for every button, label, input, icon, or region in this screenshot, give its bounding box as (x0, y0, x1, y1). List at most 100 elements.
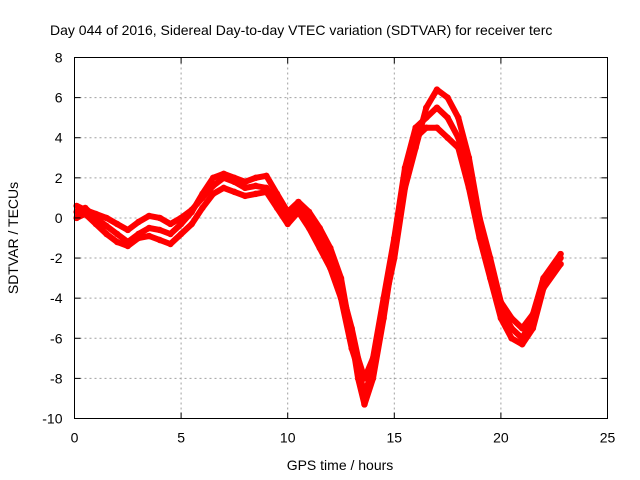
data-point (557, 250, 564, 258)
data-point (199, 190, 206, 198)
series-line-2 (73, 124, 564, 408)
data-point (241, 192, 249, 200)
data-point (92, 220, 100, 228)
data-point (497, 298, 505, 306)
data-point (557, 260, 564, 268)
data-point (199, 204, 206, 212)
y-tick-label: -6 (50, 330, 63, 346)
data-point (103, 222, 110, 230)
data-point (263, 188, 270, 196)
data-point (433, 124, 441, 131)
data-point (156, 214, 163, 222)
y-tick-label: 0 (55, 210, 63, 226)
data-point (465, 154, 473, 161)
data-point (476, 214, 483, 222)
data-point (305, 224, 313, 232)
data-point (220, 184, 227, 192)
data-point (337, 294, 345, 302)
data-point (103, 214, 110, 222)
x-tick-label: 0 (71, 430, 79, 446)
x-tick-label: 10 (280, 430, 296, 446)
data-point (167, 240, 174, 248)
data-point (156, 226, 163, 234)
data-point (348, 345, 355, 352)
data-point (156, 236, 163, 244)
y-tick-label: 2 (55, 170, 63, 186)
data-point (241, 184, 249, 192)
data-point (540, 274, 547, 282)
data-point (145, 212, 153, 220)
series-group (73, 86, 564, 408)
data-point (391, 254, 398, 262)
data-point (73, 202, 80, 210)
y-tick-label: -8 (50, 370, 63, 386)
data-point (241, 178, 249, 186)
data-point (209, 174, 217, 182)
data-point (145, 232, 153, 240)
data-point (284, 220, 291, 228)
data-point (508, 315, 515, 322)
data-point (263, 172, 270, 180)
data-point (529, 311, 537, 318)
data-point (423, 124, 430, 131)
x-tick-label: 5 (177, 430, 185, 446)
data-point (295, 208, 302, 216)
data-point (519, 341, 526, 348)
y-tick-label: -4 (50, 290, 63, 306)
data-point (433, 104, 441, 111)
data-point (284, 208, 291, 216)
data-point (423, 104, 430, 111)
data-point (327, 264, 334, 272)
data-point (316, 224, 323, 232)
data-point (252, 190, 259, 198)
y-tick-label: 8 (55, 50, 63, 66)
data-point (220, 170, 227, 178)
x-tick-labels: 0 5 10 15 20 25 (71, 430, 616, 446)
data-point (188, 208, 195, 216)
data-point (455, 114, 462, 121)
data-point (476, 234, 483, 242)
axis-ticks (74, 57, 608, 419)
data-point (231, 188, 238, 196)
data-point (113, 220, 121, 228)
data-point (412, 144, 419, 151)
y-tick-label: 4 (55, 130, 63, 146)
data-point (316, 244, 323, 252)
y-tick-label: -2 (50, 250, 63, 266)
data-point (167, 230, 174, 238)
data-point (177, 230, 185, 238)
data-point (113, 230, 121, 238)
data-point (497, 315, 505, 322)
data-point (327, 244, 334, 252)
x-tick-label: 20 (493, 430, 509, 446)
data-point (124, 226, 131, 234)
data-point (508, 335, 515, 342)
y-axis-title: SDTVAR / TECUs (5, 182, 21, 294)
data-point (145, 224, 153, 232)
data-point (354, 365, 362, 372)
data-point (273, 190, 281, 198)
data-point (487, 254, 494, 262)
data-point (81, 204, 89, 212)
series-line-3 (73, 86, 564, 398)
data-point (361, 401, 368, 408)
data-point (209, 190, 217, 198)
data-point (124, 242, 131, 250)
data-point (135, 218, 142, 226)
plot-frame (74, 57, 608, 419)
data-point (444, 114, 451, 121)
data-point (433, 86, 441, 93)
data-point (252, 174, 259, 182)
data-point (529, 325, 537, 332)
data-point (113, 238, 121, 246)
data-point (252, 182, 259, 190)
data-point (444, 94, 451, 101)
data-point (81, 210, 89, 218)
data-point (519, 325, 526, 332)
data-point (295, 198, 302, 206)
data-point (103, 230, 110, 238)
y-tick-label: -10 (42, 411, 62, 427)
x-tick-label: 15 (387, 430, 403, 446)
data-point (444, 134, 451, 141)
